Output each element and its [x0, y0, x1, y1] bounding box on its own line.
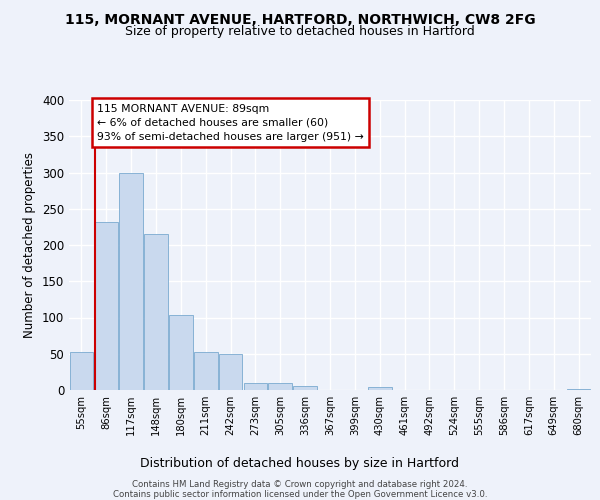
Bar: [567, 388, 590, 390]
Bar: [268, 384, 292, 390]
Bar: [194, 352, 218, 390]
Bar: [368, 387, 392, 390]
Bar: [70, 352, 93, 390]
Text: 115, MORNANT AVENUE, HARTFORD, NORTHWICH, CW8 2FG: 115, MORNANT AVENUE, HARTFORD, NORTHWICH…: [65, 12, 535, 26]
Y-axis label: Number of detached properties: Number of detached properties: [23, 152, 37, 338]
Bar: [169, 316, 193, 390]
Bar: [144, 234, 168, 390]
Text: Contains HM Land Registry data © Crown copyright and database right 2024.: Contains HM Land Registry data © Crown c…: [132, 480, 468, 489]
Text: Contains public sector information licensed under the Open Government Licence v3: Contains public sector information licen…: [113, 490, 487, 499]
Bar: [119, 172, 143, 390]
Bar: [94, 222, 118, 390]
Text: Distribution of detached houses by size in Hartford: Distribution of detached houses by size …: [140, 458, 460, 470]
Bar: [219, 354, 242, 390]
Text: Size of property relative to detached houses in Hartford: Size of property relative to detached ho…: [125, 25, 475, 38]
Text: 115 MORNANT AVENUE: 89sqm
← 6% of detached houses are smaller (60)
93% of semi-d: 115 MORNANT AVENUE: 89sqm ← 6% of detach…: [97, 104, 364, 142]
Bar: [244, 384, 267, 390]
Bar: [293, 386, 317, 390]
